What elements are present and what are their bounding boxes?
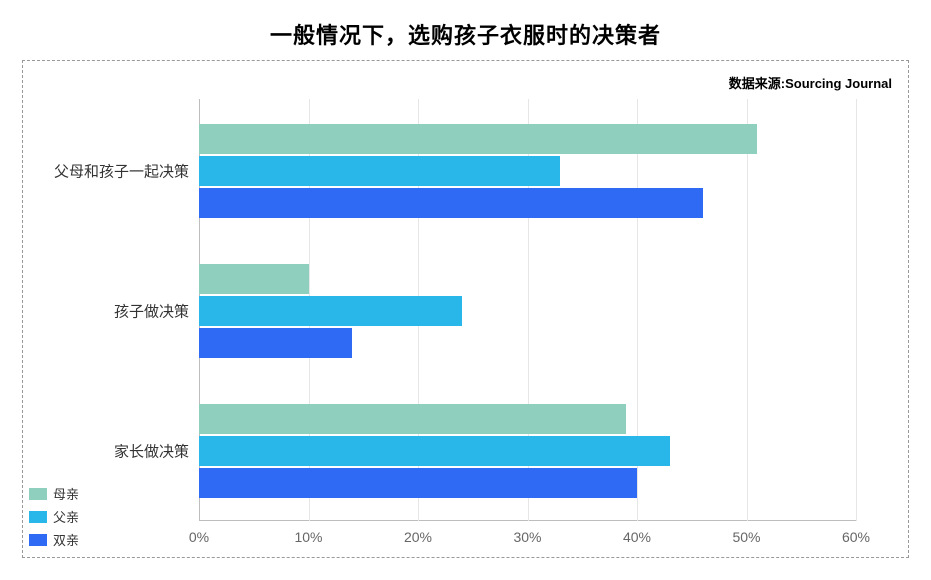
y-axis-labels: 父母和孩子一起决策孩子做决策家长做决策 bbox=[23, 99, 199, 521]
x-tick-label: 50% bbox=[732, 529, 760, 545]
gridline bbox=[747, 99, 748, 521]
bar bbox=[199, 264, 309, 294]
bars-region bbox=[199, 99, 856, 521]
x-tick-label: 40% bbox=[623, 529, 651, 545]
chart-area: 父母和孩子一起决策孩子做决策家长做决策 0% 10% 20% 30% 40% 50% 60%… bbox=[23, 99, 908, 557]
legend-label: 双亲 bbox=[53, 530, 79, 549]
y-category-label: 孩子做决策 bbox=[114, 301, 189, 322]
legend-item: 母亲 bbox=[29, 484, 79, 503]
x-tick-label: 60% bbox=[842, 529, 870, 545]
plot-area: 数据来源:Sourcing Journal 父母和孩子一起决策孩子做决策家长做决… bbox=[22, 60, 909, 558]
bar bbox=[199, 328, 352, 358]
bar bbox=[199, 468, 637, 498]
legend-swatch bbox=[29, 488, 47, 500]
x-tick-label: 20% bbox=[404, 529, 432, 545]
y-category-label: 家长做决策 bbox=[114, 441, 189, 462]
legend-swatch bbox=[29, 534, 47, 546]
legend-label: 母亲 bbox=[53, 484, 79, 503]
legend-item: 父亲 bbox=[29, 507, 79, 526]
legend-item: 双亲 bbox=[29, 530, 79, 549]
bar bbox=[199, 296, 462, 326]
x-axis-labels: 0%10%20%30%40%50%60% bbox=[199, 521, 856, 557]
legend-label: 父亲 bbox=[53, 507, 79, 526]
bar bbox=[199, 156, 560, 186]
x-tick-label: 0% bbox=[189, 529, 209, 545]
y-category-label: 父母和孩子一起决策 bbox=[54, 161, 189, 182]
legend-swatch bbox=[29, 511, 47, 523]
x-tick-label: 10% bbox=[294, 529, 322, 545]
chart-title: 一般情况下，选购孩子衣服时的决策者 bbox=[22, 18, 909, 50]
x-tick-label: 30% bbox=[513, 529, 541, 545]
gridline bbox=[856, 99, 857, 521]
bar bbox=[199, 124, 757, 154]
data-source-label: 数据来源:Sourcing Journal bbox=[729, 73, 892, 92]
bar bbox=[199, 436, 670, 466]
legend: 母亲父亲双亲 bbox=[29, 480, 79, 549]
bar bbox=[199, 188, 703, 218]
bar bbox=[199, 404, 626, 434]
